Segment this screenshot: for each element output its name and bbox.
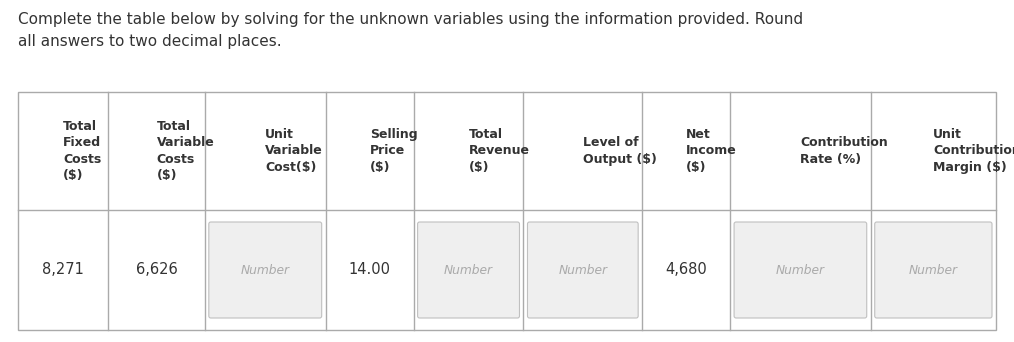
FancyBboxPatch shape bbox=[734, 222, 867, 318]
Text: Net
Income
($): Net Income ($) bbox=[686, 128, 737, 174]
Text: Level of
Output ($): Level of Output ($) bbox=[583, 136, 657, 166]
Text: Number: Number bbox=[909, 263, 958, 276]
Text: Total
Fixed
Costs
($): Total Fixed Costs ($) bbox=[63, 120, 101, 182]
Text: 14.00: 14.00 bbox=[349, 263, 390, 277]
Text: Number: Number bbox=[559, 263, 607, 276]
Text: Number: Number bbox=[444, 263, 493, 276]
Text: Complete the table below by solving for the unknown variables using the informat: Complete the table below by solving for … bbox=[18, 12, 803, 49]
FancyBboxPatch shape bbox=[527, 222, 638, 318]
Text: 8,271: 8,271 bbox=[43, 263, 84, 277]
Text: Unit
Variable
Cost($): Unit Variable Cost($) bbox=[266, 128, 323, 174]
Text: Number: Number bbox=[240, 263, 290, 276]
FancyBboxPatch shape bbox=[418, 222, 519, 318]
Text: Total
Revenue
($): Total Revenue ($) bbox=[468, 128, 529, 174]
Text: 6,626: 6,626 bbox=[136, 263, 177, 277]
Text: Number: Number bbox=[776, 263, 825, 276]
Text: Contribution
Rate (%): Contribution Rate (%) bbox=[800, 136, 888, 166]
FancyBboxPatch shape bbox=[875, 222, 992, 318]
Text: Selling
Price
($): Selling Price ($) bbox=[370, 128, 418, 174]
FancyBboxPatch shape bbox=[209, 222, 321, 318]
Text: 4,680: 4,680 bbox=[665, 263, 707, 277]
Text: Total
Variable
Costs
($): Total Variable Costs ($) bbox=[156, 120, 214, 182]
Text: Unit
Contribution
Margin ($): Unit Contribution Margin ($) bbox=[933, 128, 1014, 174]
Bar bbox=[18, 92, 996, 330]
